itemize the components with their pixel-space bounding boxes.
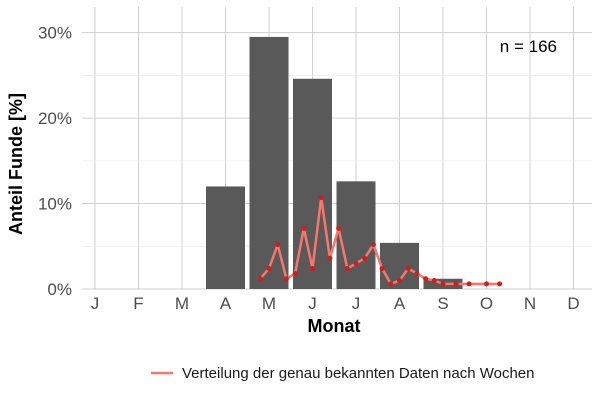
y-axis-title: Anteil Funde [%]: [6, 93, 26, 235]
x-tick-label: M: [175, 294, 189, 313]
weekly-point: [318, 195, 324, 201]
weekly-point: [397, 278, 402, 283]
y-tick-label: 10%: [38, 195, 72, 214]
weekly-point: [336, 225, 342, 231]
weekly-point: [370, 242, 376, 248]
weekly-point: [414, 271, 420, 277]
weekly-point: [423, 276, 429, 282]
weekly-point: [362, 255, 368, 261]
weekly-point: [353, 260, 359, 266]
axis-label-layer: 0% 10% 20% 30% J F M A M J J A S O N D: [38, 24, 580, 313]
x-tick-label: N: [524, 294, 536, 313]
weekly-point: [310, 266, 315, 271]
weekly-point: [344, 266, 350, 271]
x-tick-label: A: [394, 294, 406, 313]
y-tick-label: 0%: [47, 280, 72, 299]
weekly-point: [405, 266, 411, 271]
y-tick-label: 20%: [38, 109, 72, 128]
weekly-point: [301, 225, 307, 231]
x-tick-label: M: [262, 294, 276, 313]
bar: [336, 181, 376, 289]
x-tick-label: A: [220, 294, 232, 313]
sample-size-annotation: n = 166: [500, 37, 557, 56]
weekly-point: [453, 281, 459, 287]
weekly-point: [379, 266, 385, 271]
weekly-point: [266, 266, 272, 271]
bar: [249, 36, 289, 290]
x-tick-label: D: [567, 294, 579, 313]
weekly-point: [431, 278, 437, 283]
weekly-point: [327, 255, 333, 261]
weekly-point: [283, 276, 289, 282]
line-layer: [257, 195, 503, 287]
weekly-point: [440, 281, 446, 287]
legend: Verteilung der genau bekannten Daten nac…: [151, 365, 535, 382]
y-tick-label: 30%: [38, 24, 72, 43]
weekly-point: [466, 281, 472, 287]
bar: [206, 186, 245, 289]
weekly-point: [497, 281, 503, 287]
x-axis-title: Monat: [308, 316, 361, 336]
x-tick-label: J: [308, 294, 317, 313]
weekly-point: [484, 281, 489, 287]
x-tick-label: F: [133, 294, 143, 313]
weekly-point: [292, 271, 298, 277]
x-tick-label: O: [480, 294, 493, 313]
weekly-point: [275, 242, 281, 248]
legend-label: Verteilung der genau bekannten Daten nac…: [182, 365, 535, 382]
weekly-point: [388, 281, 394, 287]
x-tick-label: J: [91, 294, 100, 313]
weekly-point: [257, 276, 263, 282]
x-tick-label: S: [437, 294, 448, 313]
x-tick-label: J: [352, 294, 361, 313]
